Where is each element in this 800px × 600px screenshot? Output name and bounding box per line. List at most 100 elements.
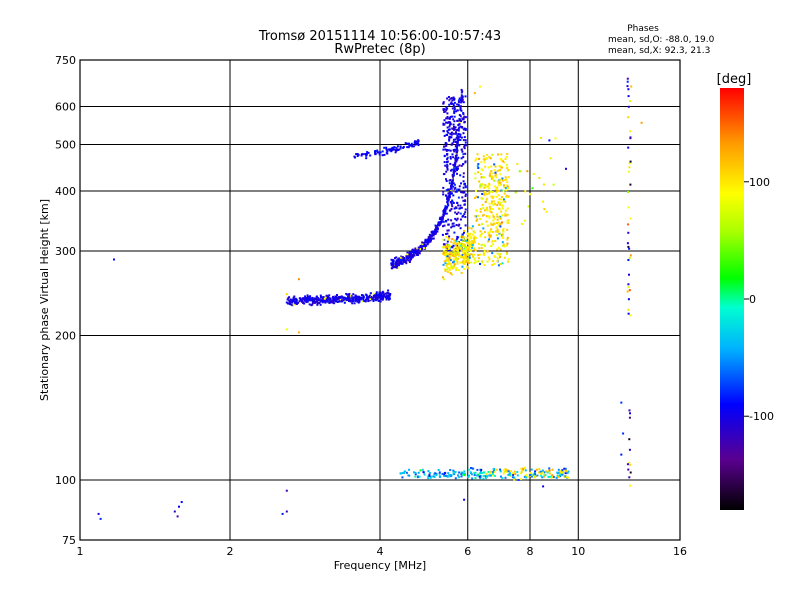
data-point bbox=[461, 261, 464, 264]
data-point bbox=[620, 401, 623, 404]
y-tick-labels: 75 100 200 300 400 500 600 750 bbox=[55, 54, 76, 547]
data-point bbox=[506, 166, 509, 169]
data-point bbox=[480, 176, 483, 179]
data-point bbox=[479, 183, 482, 186]
data-point bbox=[448, 128, 451, 131]
data-point bbox=[556, 475, 559, 477]
data-point bbox=[393, 265, 396, 268]
data-point bbox=[457, 224, 460, 227]
data-point bbox=[507, 195, 510, 198]
data-point bbox=[361, 300, 364, 303]
data-point bbox=[480, 173, 483, 176]
data-point bbox=[397, 258, 400, 261]
data-point bbox=[389, 293, 392, 295]
data-point bbox=[455, 167, 458, 170]
x-tick-label: 1 bbox=[77, 545, 84, 558]
data-point bbox=[372, 298, 375, 301]
data-point bbox=[484, 475, 487, 478]
data-point bbox=[432, 475, 435, 478]
data-point bbox=[459, 125, 462, 128]
data-point bbox=[376, 151, 379, 154]
data-point bbox=[474, 159, 477, 162]
data-point bbox=[413, 140, 416, 143]
data-point bbox=[452, 222, 455, 225]
data-point bbox=[492, 472, 494, 475]
data-point bbox=[456, 169, 458, 172]
data-point bbox=[552, 475, 555, 478]
data-point bbox=[451, 265, 454, 268]
data-point bbox=[487, 215, 490, 218]
data-point bbox=[318, 298, 321, 301]
data-point bbox=[459, 212, 462, 215]
data-point bbox=[449, 123, 452, 126]
data-point bbox=[446, 263, 449, 265]
data-point bbox=[629, 412, 631, 415]
data-point bbox=[457, 128, 460, 131]
data-point bbox=[453, 164, 456, 167]
data-point bbox=[483, 186, 486, 189]
data-point bbox=[453, 110, 456, 113]
data-point bbox=[428, 473, 431, 476]
data-point bbox=[286, 298, 289, 301]
data-point bbox=[293, 295, 296, 298]
data-point bbox=[461, 250, 464, 253]
data-point bbox=[448, 99, 451, 102]
data-point bbox=[491, 153, 494, 156]
data-point bbox=[458, 185, 461, 188]
data-point bbox=[488, 192, 491, 195]
data-point bbox=[452, 123, 455, 126]
data-point bbox=[443, 161, 446, 164]
data-point bbox=[398, 262, 401, 265]
data-point bbox=[314, 301, 317, 304]
data-point bbox=[456, 260, 459, 263]
data-point bbox=[447, 192, 450, 195]
data-point bbox=[442, 278, 445, 281]
data-point bbox=[463, 498, 466, 501]
data-point bbox=[455, 136, 458, 139]
data-point bbox=[478, 157, 481, 160]
data-point bbox=[367, 151, 370, 154]
data-point bbox=[398, 264, 400, 267]
data-point bbox=[451, 179, 454, 182]
data-point bbox=[461, 244, 464, 247]
data-point bbox=[478, 475, 481, 478]
data-point bbox=[445, 212, 448, 215]
data-point bbox=[450, 182, 453, 185]
data-point bbox=[404, 470, 406, 473]
data-point bbox=[426, 475, 429, 478]
data-point bbox=[443, 119, 446, 122]
data-point bbox=[496, 186, 499, 189]
data-point bbox=[504, 212, 507, 215]
data-point bbox=[435, 230, 438, 233]
data-point bbox=[454, 217, 457, 220]
data-point bbox=[456, 201, 459, 204]
data-point bbox=[448, 237, 451, 240]
data-point bbox=[458, 144, 461, 147]
data-point bbox=[452, 194, 455, 197]
data-point bbox=[489, 230, 492, 233]
data-point bbox=[502, 229, 504, 232]
data-point bbox=[455, 110, 458, 113]
data-point bbox=[309, 298, 312, 300]
data-point bbox=[484, 231, 486, 233]
data-point bbox=[473, 248, 476, 251]
data-point bbox=[306, 294, 309, 297]
data-point bbox=[453, 97, 456, 100]
data-point bbox=[503, 245, 506, 248]
data-point bbox=[311, 297, 314, 300]
data-point bbox=[448, 255, 451, 258]
data-point bbox=[464, 161, 467, 164]
data-point bbox=[446, 197, 449, 200]
data-point bbox=[463, 261, 466, 264]
data-point bbox=[446, 265, 449, 268]
data-point bbox=[455, 132, 457, 135]
data-point bbox=[516, 471, 519, 473]
data-point bbox=[504, 470, 506, 473]
data-point bbox=[396, 265, 398, 267]
data-point bbox=[411, 251, 414, 254]
data-point bbox=[531, 475, 533, 478]
data-point bbox=[479, 234, 482, 236]
data-point bbox=[469, 249, 471, 251]
data-point bbox=[473, 231, 476, 234]
data-point bbox=[365, 157, 368, 160]
